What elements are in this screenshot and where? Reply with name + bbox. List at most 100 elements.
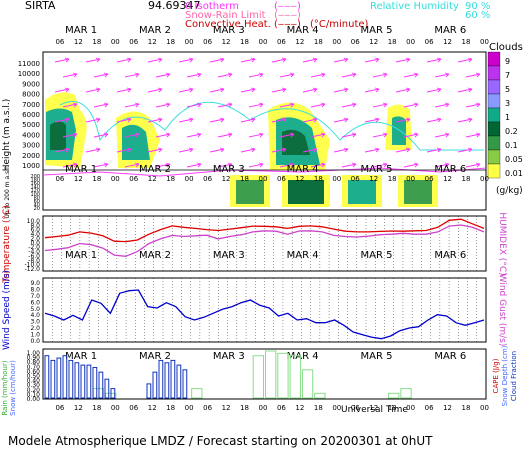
wind-arrow: [186, 103, 202, 108]
wind-ylabel: Wind Speed (m/s): [2, 270, 12, 350]
wind-arrow-head: [188, 147, 194, 153]
wind-arrow: [341, 133, 357, 138]
hour-tick-label: 06: [129, 38, 138, 46]
wind-arrow: [341, 163, 357, 168]
temp-tick-label: -12.0: [24, 266, 40, 273]
cloud-fraction-ylabel: Cloud Fraction: [510, 351, 518, 401]
humidity-contour: [59, 101, 484, 151]
hour-tick-label: 18: [92, 175, 101, 183]
colorbar-swatch: [487, 163, 501, 179]
colorbar-unit: (g/kg): [496, 186, 523, 196]
hour-tick-label: 12: [369, 404, 378, 412]
hour-tick-label: 00: [332, 404, 341, 412]
wind-arrow-head: [312, 117, 318, 123]
height-tick-label: 4000: [22, 131, 40, 139]
wind-arrow: [395, 118, 411, 123]
wind-arrow-head: [351, 72, 357, 78]
low-height-tick-label: 60: [34, 199, 40, 205]
wind-arrow-head: [126, 147, 132, 153]
height-tick-label: 6000: [22, 111, 40, 119]
wind-arrow-head: [413, 162, 419, 168]
colorbar-tick-label: 9: [505, 57, 510, 66]
wind-arrow-head: [281, 87, 287, 93]
wind-arrow-head: [95, 87, 101, 93]
day-label: MAR 5: [360, 250, 392, 261]
wind-arrow-head: [405, 87, 411, 93]
hour-tick-label: 00: [111, 404, 120, 412]
hour-tick-label: 18: [166, 175, 175, 183]
wind-arrow: [124, 163, 140, 168]
hour-tick-label: 00: [259, 404, 268, 412]
hour-tick-label: 00: [111, 38, 120, 46]
wind-arrow-head: [157, 57, 163, 63]
hour-tick-label: 18: [166, 38, 175, 46]
wind-arrow: [85, 148, 101, 153]
wind-arrow-head: [444, 132, 450, 138]
wind-arrow: [426, 88, 442, 93]
wind-arrow-head: [374, 147, 380, 153]
wind-arrow: [426, 118, 442, 123]
hour-tick-label: 06: [277, 38, 286, 46]
wind-arrow-head: [103, 162, 109, 168]
wind-arrow-head: [382, 132, 388, 138]
wind-arrow-head: [413, 132, 419, 138]
rain-bar: [400, 388, 412, 399]
wind-arrow: [465, 73, 481, 78]
temp-tick-label: 10.0: [27, 218, 41, 225]
hour-tick-label: 06: [129, 175, 138, 183]
wind-arrow: [279, 133, 295, 138]
wind-arrows: [54, 57, 481, 168]
colorbar-tick-label: 0.1: [505, 141, 518, 150]
gust-ylabel: Wind Gust (m/s): [497, 274, 507, 347]
wind-arrow: [395, 88, 411, 93]
wind-arrow: [62, 163, 78, 168]
cloud-fraction-bar: [74, 362, 80, 399]
hour-tick-label: 12: [222, 175, 231, 183]
wind-arrow: [279, 103, 295, 108]
rain-bar: [301, 369, 314, 399]
height-tick-label: 10000: [18, 70, 40, 78]
hour-tick-label: 00: [406, 175, 415, 183]
station-value: 94.69347: [148, 0, 201, 12]
hour-tick-label: 12: [74, 38, 83, 46]
hour-tick-label: 06: [351, 175, 360, 183]
wind-arrow: [62, 103, 78, 108]
wind-arrow-head: [436, 87, 442, 93]
wind-arrow-head: [72, 102, 78, 108]
low-height-tick-label: 80: [34, 195, 40, 201]
wind-arrow: [93, 73, 109, 78]
wind-arrow-head: [444, 162, 450, 168]
hour-tick-label: 06: [55, 175, 64, 183]
hour-tick-label: 12: [443, 404, 452, 412]
wind-arrow: [434, 163, 450, 168]
wind-arrow-head: [188, 117, 194, 123]
hour-tick-label: 18: [388, 404, 397, 412]
wind-arrow: [85, 58, 101, 63]
day-label: MAR 2: [139, 164, 171, 175]
hour-tick-label: 18: [462, 175, 471, 183]
day-label: MAR 6: [434, 351, 466, 362]
wind-arrow-head: [312, 57, 318, 63]
wind-arrow: [465, 133, 481, 138]
colorbar-swatch: [487, 107, 501, 123]
wind-arrow: [248, 73, 264, 78]
cloud-fraction-bar: [86, 364, 92, 399]
low-height-tick-label: 40: [34, 202, 40, 208]
day-label: MAR 1: [65, 250, 97, 261]
wind-arrow: [116, 88, 132, 93]
wind-arrow-head: [467, 147, 473, 153]
hour-tick-label: 18: [240, 38, 249, 46]
wind-arrow-head: [475, 162, 481, 168]
wind-arrow: [147, 118, 163, 123]
day-label: MAR 3: [213, 164, 245, 175]
hour-tick-label: 00: [332, 175, 341, 183]
hour-tick-label: 00: [185, 404, 194, 412]
wind-arrow: [178, 58, 194, 63]
hour-tick-label: 18: [166, 404, 175, 412]
height-tick-label: 8000: [22, 91, 40, 99]
legend-label-convective-heat: Convective Heat.: [185, 19, 271, 30]
cape-ylabel: CAPE (J/g): [492, 358, 500, 393]
hour-tick-label: 06: [277, 404, 286, 412]
hour-tick-label: 00: [406, 38, 415, 46]
temp-tick-label: 0.0: [30, 240, 40, 247]
